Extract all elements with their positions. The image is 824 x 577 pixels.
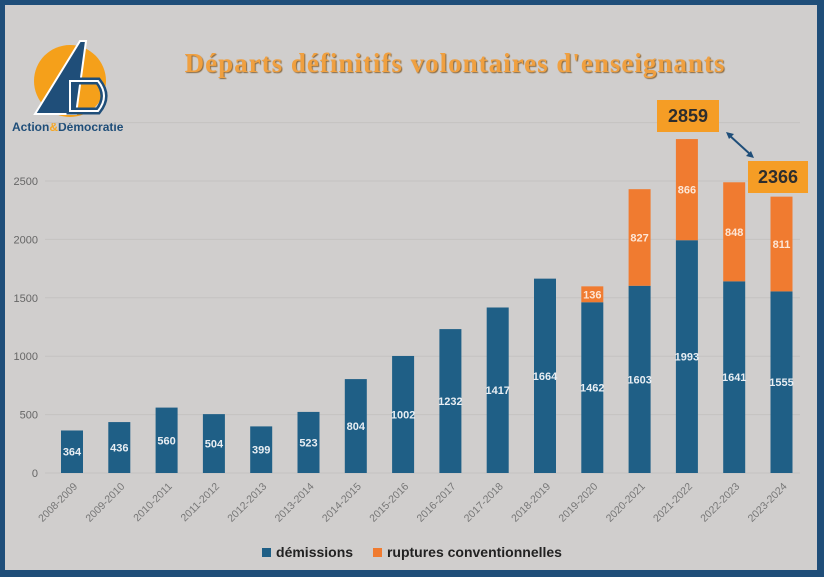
data-label-ruptures: 811 (773, 239, 791, 251)
legend: démissions ruptures conventionnelles (0, 544, 824, 560)
data-label-demissions: 436 (110, 443, 128, 455)
data-label-demissions: 1002 (391, 409, 415, 421)
data-label-ruptures: 136 (583, 289, 601, 301)
bar-demissions (250, 426, 273, 473)
max-total-callout: 2859 (657, 100, 719, 132)
data-label-ruptures: 866 (678, 185, 696, 197)
data-label-demissions: 1993 (675, 352, 699, 364)
bar-ruptures (723, 182, 746, 282)
legend-item-ruptures: ruptures conventionnelles (372, 544, 562, 560)
legend-swatch (372, 548, 382, 557)
data-label-demissions: 804 (347, 421, 366, 433)
x-tick-label: 2010-2011 (131, 481, 175, 525)
bar-demissions (675, 240, 698, 473)
data-label-demissions: 399 (252, 445, 270, 457)
bar-demissions (344, 379, 367, 473)
comparison-arrow (726, 132, 754, 158)
last-total-callout: 2366 (748, 161, 808, 193)
y-tick-label: 2000 (14, 234, 38, 246)
x-tick-label: 2014-2015 (320, 481, 364, 525)
bar-demissions (439, 329, 462, 473)
y-tick-label: 1000 (14, 351, 38, 363)
data-label-demissions: 1555 (769, 377, 793, 389)
legend-swatch (262, 548, 272, 557)
bar-demissions (486, 307, 509, 473)
x-tick-label: 2008-2009 (36, 481, 80, 525)
action-democratie-logo (33, 40, 108, 117)
x-tick-label: 2022-2023 (698, 481, 742, 525)
chart-title: Départs définitifs volontaires d'enseign… (184, 48, 726, 78)
x-tick-label: 2017-2018 (462, 481, 506, 525)
y-tick-label: 2500 (14, 176, 38, 188)
y-tick-label: 0 (32, 468, 38, 480)
bar-demissions (392, 355, 415, 473)
x-tick-label: 2021-2022 (651, 481, 695, 525)
data-label-demissions: 1664 (533, 371, 558, 383)
data-label-demissions: 364 (63, 447, 82, 459)
bar-ruptures (628, 189, 651, 286)
bar-demissions (155, 407, 178, 473)
bar-demissions (534, 278, 556, 473)
x-tick-label: 2013-2014 (273, 481, 317, 525)
bar-ruptures (675, 139, 698, 241)
x-tick-label: 2019-2020 (556, 481, 600, 525)
data-label-demissions: 1232 (438, 396, 462, 408)
data-label-ruptures: 827 (630, 232, 648, 244)
bar-demissions (770, 291, 793, 473)
y-tick-label: 1500 (14, 293, 38, 305)
x-tick-label: 2023-2024 (746, 481, 790, 525)
bar-demissions (61, 430, 83, 473)
legend-item-demissions: démissions (262, 544, 353, 560)
data-label-demissions: 560 (157, 435, 175, 447)
data-label-demissions: 1417 (485, 385, 509, 397)
bar-demissions (628, 285, 651, 473)
data-label-ruptures: 848 (725, 227, 743, 239)
bar-demissions (723, 281, 746, 473)
x-tick-label: 2018-2019 (509, 481, 553, 525)
data-label-demissions: 523 (299, 437, 317, 449)
x-tick-label: 2020-2021 (604, 481, 648, 525)
x-tick-label: 2009-2010 (83, 481, 127, 525)
x-tick-label: 2016-2017 (415, 481, 459, 525)
bar-demissions (202, 414, 225, 473)
logo-text: Action&Démocratie (12, 120, 124, 134)
x-tick-label: 2011-2012 (179, 481, 223, 525)
bar-demissions (297, 411, 320, 473)
data-label-demissions: 1462 (580, 383, 604, 395)
y-tick-label: 500 (20, 410, 38, 422)
bar-ruptures (581, 286, 604, 303)
data-label-demissions: 1603 (627, 374, 651, 386)
x-tick-label: 2015-2016 (367, 481, 411, 525)
bar-demissions (581, 302, 604, 473)
x-tick-label: 2012-2013 (225, 481, 269, 525)
bar-demissions (108, 422, 131, 473)
data-label-demissions: 1641 (722, 372, 746, 384)
data-label-demissions: 504 (205, 439, 224, 451)
bar-ruptures (770, 196, 793, 292)
